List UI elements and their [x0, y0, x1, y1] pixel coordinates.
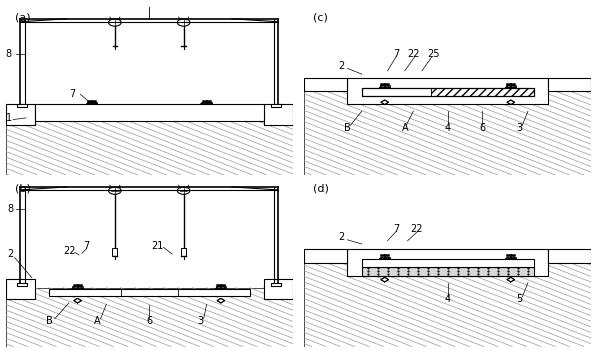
- Text: 2: 2: [338, 61, 345, 71]
- Text: 22: 22: [63, 246, 75, 256]
- Text: A: A: [401, 123, 408, 133]
- Text: 7: 7: [69, 89, 75, 99]
- Text: 4: 4: [445, 123, 451, 133]
- Bar: [17, 104, 27, 107]
- Bar: [430, 88, 534, 96]
- Text: (a): (a): [14, 12, 30, 22]
- Text: 2: 2: [338, 232, 345, 242]
- Text: (b): (b): [14, 183, 30, 194]
- Bar: [304, 249, 347, 262]
- FancyBboxPatch shape: [506, 85, 516, 88]
- Text: 7: 7: [83, 241, 90, 251]
- Bar: [17, 283, 27, 286]
- Text: 7: 7: [393, 224, 399, 234]
- Bar: [112, 248, 118, 257]
- Text: 3: 3: [516, 123, 522, 133]
- Polygon shape: [381, 100, 389, 104]
- Bar: [548, 249, 591, 262]
- Text: A: A: [94, 316, 101, 326]
- Text: 25: 25: [427, 49, 439, 59]
- Bar: [304, 78, 347, 91]
- Bar: [6, 279, 35, 300]
- Bar: [6, 288, 293, 346]
- Text: 8: 8: [6, 49, 12, 59]
- Bar: [264, 104, 293, 125]
- Text: 21: 21: [152, 241, 164, 251]
- Text: 8: 8: [7, 204, 13, 214]
- FancyBboxPatch shape: [380, 257, 390, 259]
- Bar: [347, 78, 548, 104]
- Bar: [362, 88, 534, 96]
- Polygon shape: [507, 100, 515, 104]
- Bar: [271, 283, 281, 286]
- Bar: [264, 279, 293, 300]
- Text: 22: 22: [410, 224, 423, 234]
- Bar: [49, 288, 250, 296]
- Text: (c): (c): [313, 12, 328, 22]
- Text: 6: 6: [479, 123, 485, 133]
- FancyBboxPatch shape: [506, 257, 516, 259]
- Text: (d): (d): [313, 183, 329, 194]
- Text: 2: 2: [7, 249, 13, 259]
- Polygon shape: [507, 278, 515, 282]
- FancyBboxPatch shape: [201, 102, 212, 104]
- Bar: [6, 104, 35, 125]
- Bar: [271, 104, 281, 107]
- Text: 7: 7: [393, 49, 399, 59]
- Polygon shape: [381, 278, 389, 282]
- Text: 3: 3: [198, 316, 204, 326]
- Bar: [6, 111, 293, 175]
- FancyBboxPatch shape: [380, 85, 390, 88]
- FancyBboxPatch shape: [72, 286, 83, 288]
- Bar: [35, 104, 264, 121]
- FancyBboxPatch shape: [216, 286, 226, 288]
- Bar: [181, 248, 186, 257]
- Text: 22: 22: [407, 49, 420, 59]
- Text: 4: 4: [445, 294, 451, 304]
- Text: B: B: [45, 316, 53, 326]
- Bar: [347, 249, 548, 276]
- Polygon shape: [217, 299, 224, 303]
- Bar: [362, 259, 534, 267]
- Bar: [362, 88, 430, 96]
- Text: 6: 6: [146, 316, 152, 326]
- Bar: [548, 78, 591, 91]
- Polygon shape: [74, 299, 81, 303]
- Text: B: B: [344, 123, 351, 133]
- Text: 5: 5: [516, 294, 522, 304]
- Bar: [304, 83, 591, 175]
- Text: 1: 1: [6, 113, 12, 123]
- Bar: [304, 254, 591, 346]
- FancyBboxPatch shape: [87, 102, 97, 104]
- Bar: [362, 267, 534, 276]
